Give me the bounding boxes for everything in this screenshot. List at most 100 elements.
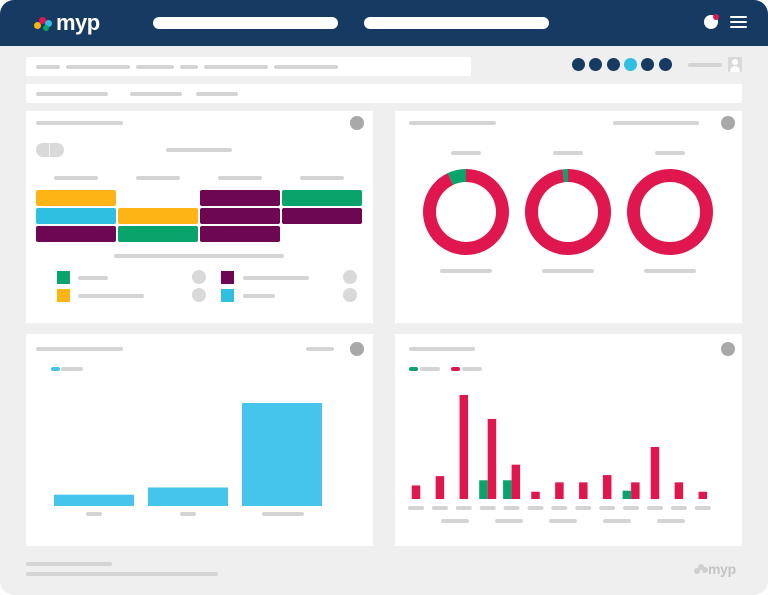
filter-chip[interactable] — [36, 65, 60, 69]
x-tick-label — [86, 512, 102, 516]
panel-options-icon[interactable] — [721, 116, 735, 130]
bar[interactable] — [435, 476, 445, 499]
top-navigation-bar: myp — [0, 0, 768, 46]
step-dot[interactable] — [623, 58, 637, 71]
notification-icon[interactable] — [704, 14, 719, 29]
column-header — [136, 176, 180, 180]
view-toggle[interactable] — [36, 143, 64, 157]
heatmap-cell[interactable] — [36, 190, 116, 206]
legend-info-icon[interactable] — [192, 270, 206, 284]
donut-label — [644, 269, 696, 273]
bar[interactable] — [411, 485, 421, 499]
step-dot[interactable] — [641, 58, 655, 71]
x-tick-label — [599, 506, 616, 510]
bar[interactable] — [674, 482, 684, 499]
footer-logo: myp — [694, 561, 736, 577]
heatmap-subtitle — [166, 148, 232, 152]
donut-slice[interactable] — [562, 169, 568, 183]
legend-info-icon[interactable] — [192, 288, 206, 302]
heatmap-cell[interactable] — [118, 208, 198, 224]
x-group-label — [657, 519, 685, 523]
bar[interactable] — [650, 447, 660, 499]
legend-info-icon[interactable] — [343, 288, 357, 302]
x-tick-label — [479, 506, 496, 510]
bar[interactable] — [698, 491, 708, 499]
logo-dots-icon — [34, 14, 54, 32]
bar[interactable] — [459, 395, 469, 499]
x-tick-label — [180, 512, 196, 516]
step-dot[interactable] — [658, 58, 672, 71]
donut-panel — [395, 111, 742, 323]
legend-label — [243, 276, 309, 280]
column-header — [54, 176, 98, 180]
search-bar-primary[interactable] — [153, 17, 338, 29]
heatmap-cell[interactable] — [200, 208, 280, 224]
donut-slice[interactable] — [525, 169, 611, 255]
bar[interactable] — [579, 482, 588, 499]
heatmap-cell[interactable] — [200, 190, 280, 206]
user-name-placeholder — [688, 63, 722, 67]
bar[interactable] — [531, 491, 540, 499]
bar[interactable] — [487, 418, 497, 499]
panel-title — [409, 121, 496, 125]
search-bar-secondary[interactable] — [364, 17, 549, 29]
bar[interactable] — [511, 464, 521, 499]
bar[interactable] — [602, 475, 612, 499]
panel-options-icon[interactable] — [721, 342, 735, 356]
heatmap-panel — [26, 111, 373, 323]
filter-chip[interactable] — [180, 65, 198, 69]
x-tick-label — [623, 506, 640, 510]
column-header — [218, 176, 262, 180]
legend-swatch — [57, 271, 70, 284]
avatar[interactable] — [728, 57, 742, 72]
bar[interactable] — [631, 482, 640, 499]
panel-filter[interactable] — [306, 347, 334, 351]
filter-chip[interactable] — [274, 65, 338, 69]
footer-logo-dots-icon — [694, 564, 708, 574]
grouped-bar-chart — [408, 395, 711, 523]
bar[interactable] — [148, 487, 228, 506]
heatmap-cell[interactable] — [36, 208, 116, 224]
heatmap-cell[interactable] — [282, 190, 362, 206]
filter-chip[interactable] — [66, 65, 130, 69]
tab-item[interactable] — [130, 92, 182, 96]
bar[interactable] — [242, 403, 322, 506]
donut-slice[interactable] — [423, 169, 509, 256]
bar[interactable] — [479, 480, 488, 499]
x-group-label — [441, 519, 469, 523]
step-dot[interactable] — [589, 58, 603, 71]
heatmap-cell[interactable] — [36, 226, 116, 242]
heatmap-axis-label — [114, 254, 284, 258]
hamburger-menu-icon[interactable] — [730, 16, 747, 29]
bar[interactable] — [622, 490, 632, 499]
step-dot[interactable] — [606, 58, 620, 71]
heatmap-cell[interactable] — [200, 226, 280, 242]
panel-options-icon[interactable] — [350, 116, 364, 130]
bar-chart — [54, 403, 322, 516]
legend-label — [420, 367, 440, 371]
legend-swatch-crimson — [451, 367, 460, 371]
donut-title — [553, 151, 583, 155]
donut-slice[interactable] — [627, 169, 713, 255]
bar[interactable] — [555, 482, 564, 499]
tab-item[interactable] — [196, 92, 238, 96]
filter-chip[interactable] — [136, 65, 174, 69]
x-tick-label — [527, 506, 544, 510]
brand-logo[interactable]: myp — [34, 9, 100, 37]
bar[interactable] — [503, 480, 512, 499]
legend-swatch — [221, 271, 234, 284]
x-group-label — [549, 519, 577, 523]
filter-chip[interactable] — [204, 65, 268, 69]
x-tick-label — [575, 506, 592, 510]
tab-item[interactable] — [36, 92, 108, 96]
donut-slice[interactable] — [447, 169, 466, 185]
panel-options-icon[interactable] — [350, 342, 364, 356]
step-dot[interactable] — [572, 58, 585, 71]
legend-info-icon[interactable] — [343, 270, 357, 284]
legend-label — [78, 294, 144, 298]
heatmap-cell[interactable] — [282, 208, 362, 224]
bar[interactable] — [54, 494, 134, 506]
heatmap-cell[interactable] — [118, 226, 198, 242]
panel-filter[interactable] — [613, 121, 699, 125]
